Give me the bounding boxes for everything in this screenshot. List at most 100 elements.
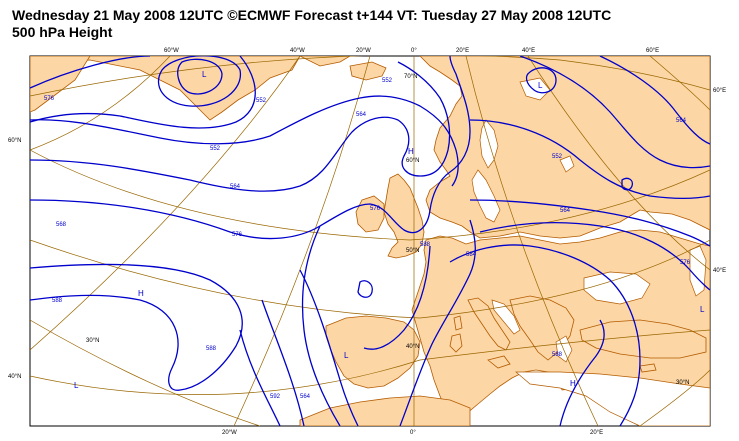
frame-graticule-labels: 60°W 40°W 20°W 0° 20°E 40°E 60°E 20°W 0°… [8,48,726,436]
adriatic [491,299,521,335]
contour-552 [30,95,459,187]
lon-label-top: 40°W [290,48,305,54]
low-centre: L [74,381,79,390]
contour-552-east [469,119,710,199]
lat-label-right: 40°E [713,268,726,274]
contour-label: 576 [680,260,691,266]
contour-label: 564 [676,118,687,124]
contour-low-ring-east [525,67,557,94]
low-centre: L [700,305,705,314]
contour-564 [30,61,451,192]
meridian-60e [649,56,710,111]
contour-label: 564 [356,112,367,118]
contour-low-west-2 [157,56,241,107]
contour-label: 552 [256,98,267,104]
contour-label: 584 [466,252,477,258]
contour-label: 576 [232,232,243,238]
high-centre: H [138,289,144,298]
lat-label-30n-east: 30°N [676,380,689,386]
contour-label: 592 [270,394,281,400]
contour-576-east [519,56,710,169]
lon-label-top: 60°E [646,48,659,54]
contour-label: 576 [44,96,55,102]
contour-label: 588 [420,242,431,248]
high-centre: H [570,379,576,388]
meridian-40e [527,56,710,271]
low-centre: L [538,81,543,90]
contour-label: 588 [52,298,63,304]
lon-label-top: 0° [411,48,417,54]
parallel-50n [30,239,710,319]
contour-564-south [239,329,281,426]
low-centre: L [344,351,349,360]
sardinia [449,333,463,353]
lake-ladoga [559,155,575,173]
contour-588-europe [449,244,641,426]
contour-small-ring-east [621,177,634,191]
contour-588-iberia [301,225,431,426]
iceland [349,61,387,81]
north-africa [299,395,471,426]
pressure-centres: L L L L L H H H [74,70,705,390]
parallel-40n [30,329,710,395]
contour-564-east [469,199,710,247]
gulf-of-bothnia [479,119,499,169]
contour-label: 588 [206,346,217,352]
contour-label: 552 [552,154,563,160]
parallel-60n [30,149,710,241]
chart-title: Wednesday 21 May 2008 12UTC ©ECMWF Forec… [12,7,612,23]
contour-576-europe [479,222,710,291]
lat-label-40n: 40°N [406,344,419,350]
chart-subtitle: 500 hPa Height [12,24,113,40]
contour-588-atl [30,263,243,391]
lon-label-bottom: 0° [410,430,416,436]
baltic-sea [471,169,501,223]
contour-584 [299,269,359,426]
contour-label: 576 [370,206,381,212]
contour-label: 588 [552,352,563,358]
contour-label: 552 [210,146,221,152]
contour-588-balkans [559,319,605,426]
contour-small-ring [357,280,373,298]
parallel-30n-east [639,369,710,426]
high-centre: H [408,147,414,156]
contour-label: 568 [56,222,67,228]
lat-label-left: 60°N [8,138,21,144]
mediterranean-east [515,371,710,426]
lon-label-top: 20°E [456,48,469,54]
lon-label-top: 20°W [356,48,371,54]
lon-label-top: 40°E [522,48,535,54]
contour-label: 564 [300,394,311,400]
svalbard-east [299,56,351,67]
lat-label-50n: 50°N [406,248,419,254]
parallel-30n [30,319,261,426]
aegean [555,335,573,363]
corsica [453,315,463,331]
sicily [487,355,511,369]
iberia [325,315,421,389]
low-centre: L [202,70,207,79]
lat-label-30n-west: 30°N [86,338,99,344]
meridian-40w [30,56,301,351]
contour-label: 552 [382,78,393,84]
inner-graticule-labels: 70°N 60°N 50°N 40°N 30°N 30°N [86,74,689,386]
cyprus [639,363,657,373]
lat-label-left: 40°N [8,374,21,380]
greenland-west [30,56,91,113]
lat-label-right: 60°E [713,88,726,94]
contour-label: 564 [230,184,241,190]
contour-576 [30,56,471,240]
lon-label-top: 60°W [164,48,179,54]
contour-536 [30,56,256,129]
contour-576-south [261,299,305,426]
contour-labels: 576 552 564 552 568 588 588 576 564 592 … [44,78,691,400]
height-contours [30,56,710,426]
contour-low-west-1 [177,58,223,95]
turkey [579,319,707,359]
contour-564-north-east [599,56,710,145]
meridian-60w [30,56,171,151]
lon-label-bottom: 20°E [590,430,603,436]
lat-label-70n: 70°N [404,74,417,80]
lat-label-60n: 60°N [406,158,419,164]
